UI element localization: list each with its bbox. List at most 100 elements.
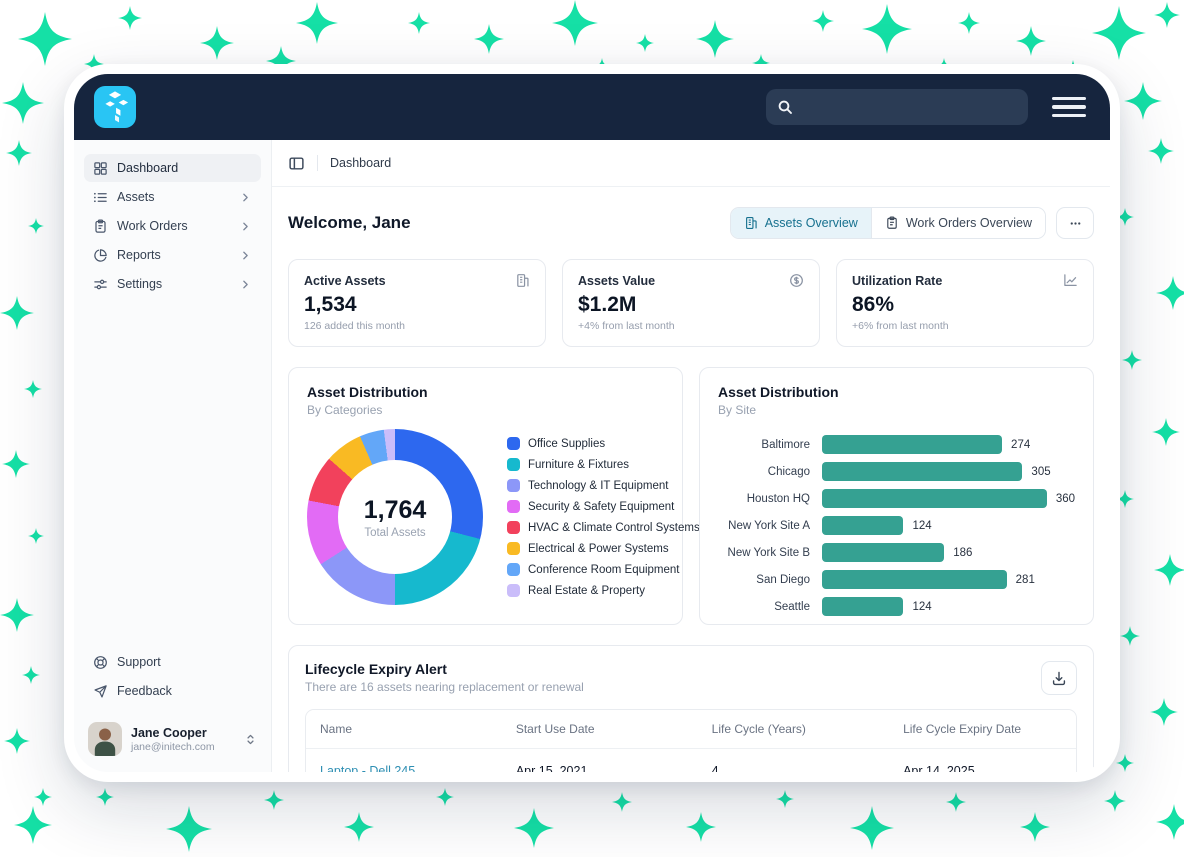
legend-item: Security & Safety Equipment (507, 500, 674, 513)
sparkle-icon (0, 296, 34, 330)
stat-card-assets-value: Assets Value $1.2M +4% from last month (562, 259, 820, 347)
sidebar-item-label: Settings (117, 277, 163, 291)
sidebar-item-work-orders[interactable]: Work Orders (84, 212, 261, 240)
sparkle-icon (344, 812, 374, 842)
legend-label: Furniture & Fixtures (528, 458, 629, 471)
asset-distribution-site-card: Asset Distribution By Site Baltimore 274 C… (699, 367, 1094, 625)
sparkle-icon (474, 24, 504, 54)
bar-chart: Baltimore 274 Chicago 305 Houston HQ 360 New Y… (718, 435, 1075, 616)
stat-title: Active Assets (304, 273, 386, 288)
sidebar-item-feedback[interactable]: Feedback (84, 677, 261, 705)
legend-swatch (507, 563, 520, 576)
legend-swatch (507, 437, 520, 450)
legend-item: Furniture & Fixtures (507, 458, 664, 471)
chevron-right-icon (239, 278, 252, 291)
legend-item: Technology & IT Equipment (507, 479, 668, 492)
building-icon (515, 273, 530, 288)
legend-item: HVAC & Climate Control Systems (507, 521, 700, 534)
legend-label: Security & Safety Equipment (528, 500, 675, 513)
download-button[interactable] (1041, 661, 1077, 695)
send-icon (93, 684, 108, 699)
sparkle-icon (1148, 138, 1174, 164)
legend-item: Real Estate & Property (507, 584, 664, 597)
sparkle-icon (266, 46, 296, 76)
breadcrumb: Dashboard (272, 140, 1110, 187)
sparkle-icon (1154, 554, 1184, 586)
lifecycle-table: Name Start Use Date Life Cycle (Years) Life… (305, 709, 1077, 772)
search-input[interactable] (801, 98, 1017, 116)
breadcrumb-divider (317, 155, 318, 171)
tab-label: Work Orders Overview (905, 216, 1032, 230)
sparkle-icon (1020, 812, 1050, 842)
stat-subtext: 126 added this month (304, 320, 405, 332)
top-navbar (74, 74, 1110, 140)
sidebar-toggle-button[interactable] (288, 155, 305, 172)
search-bar[interactable] (766, 89, 1028, 125)
bar-category-label: San Diego (756, 573, 810, 586)
bar (822, 489, 1047, 508)
sparkle-icon (1104, 790, 1126, 812)
table-header-row: Name Start Use Date Life Cycle (Years) Life… (306, 710, 1076, 749)
more-options-button[interactable] (1056, 207, 1094, 239)
sidebar-item-label: Support (117, 655, 161, 669)
sparkle-icon (84, 54, 104, 74)
bar-category-label: New York Site B (727, 546, 810, 559)
asset-name-link[interactable]: Laptop - Dell 245 (306, 749, 502, 772)
sidebar-item-reports[interactable]: Reports (84, 241, 261, 269)
sidebar-item-label: Dashboard (117, 161, 179, 175)
bar-category-label: Seattle (774, 600, 810, 613)
table-cell-start-use-date: Apr 15, 2021 (501, 749, 698, 772)
bar-row-seattle: Seattle 124 (718, 597, 1075, 616)
legend-swatch (507, 479, 520, 492)
sparkle-icon (6, 140, 32, 166)
download-icon (1051, 670, 1067, 686)
stat-subtext: +4% from last month (578, 320, 675, 332)
sparkle-icon (0, 598, 34, 632)
sparkle-icon (436, 788, 454, 806)
sparkle-icon (34, 788, 52, 806)
card-subtitle: By Categories (307, 403, 383, 417)
support-icon (93, 655, 108, 670)
stat-title: Assets Value (578, 273, 656, 288)
legend-swatch (507, 584, 520, 597)
table-row: Laptop - Dell 245 Apr 15, 2021 4 Apr 14, 20… (306, 749, 1076, 772)
stats-row: Active Assets 1,534 126 added this month As… (288, 259, 1094, 347)
clipboard-icon (93, 219, 108, 234)
stat-value: $1.2M (578, 293, 637, 316)
table-cell-life-cycle-years: 4 (697, 749, 890, 772)
donut-chart: 1,764 Total Assets (307, 429, 483, 605)
table-column-header: Name (306, 710, 502, 749)
bar-row-san-diego: San Diego 281 (718, 570, 1075, 589)
sparkle-icon (958, 12, 980, 34)
sidebar-item-support[interactable]: Support (84, 648, 261, 676)
building-icon (744, 216, 758, 230)
card-title: Asset Distribution (307, 384, 428, 400)
app-logo[interactable] (94, 86, 136, 128)
list-icon (93, 190, 108, 205)
bar (822, 597, 904, 616)
dollar-coin-icon (789, 273, 804, 288)
ellipsis-icon (1068, 216, 1083, 231)
hamburger-menu-button[interactable] (1052, 93, 1086, 122)
bar (822, 435, 1003, 454)
sparkle-icon (1120, 626, 1140, 646)
sidebar-footer: Support Feedback (84, 648, 261, 706)
legend-label: Conference Room Equipment (528, 563, 680, 576)
sidebar-item-assets[interactable]: Assets (84, 183, 261, 211)
line-chart-icon (1063, 273, 1078, 288)
tab-label: Assets Overview (764, 216, 858, 230)
donut-total-value: 1,764 (363, 495, 427, 524)
sparkle-icon (1156, 804, 1184, 840)
sidebar-item-settings[interactable]: Settings (84, 270, 261, 298)
sliders-icon (93, 277, 108, 292)
tab-work-orders-overview[interactable]: Work Orders Overview (870, 208, 1045, 238)
sparkle-icon (1156, 276, 1184, 310)
legend-item: Electrical & Power Systems (507, 542, 669, 555)
tab-assets-overview[interactable]: Assets Overview (730, 208, 871, 238)
chevron-right-icon (239, 220, 252, 233)
sidebar-item-dashboard[interactable]: Dashboard (84, 154, 261, 182)
user-menu[interactable]: Jane Cooper jane@initech.com (84, 722, 261, 756)
sparkle-icon (1016, 26, 1046, 56)
sparkle-icon (1122, 350, 1142, 370)
